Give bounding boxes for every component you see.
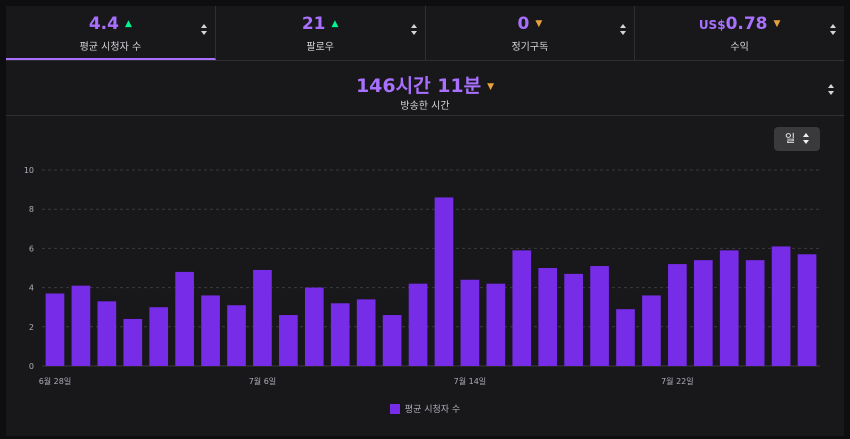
stat-value: 146시간 11분 ▼ <box>355 75 495 97</box>
x-tick-label: 7월 6일 <box>249 376 276 386</box>
chart-bar <box>616 309 635 366</box>
caret-down-icon: ▼ <box>487 82 495 92</box>
chart-bar <box>693 260 713 366</box>
stat-subscriptions[interactable]: 0 ▼ 정기구독 <box>426 6 636 60</box>
chart-bar <box>71 285 91 366</box>
chart-bar <box>97 301 117 366</box>
chart-bar <box>797 254 817 366</box>
y-tick-label: 6 <box>29 244 34 253</box>
chart-bar <box>590 266 609 366</box>
caret-down-icon: ▼ <box>773 19 781 29</box>
chart-bar <box>149 307 169 366</box>
caret-down-icon: ▼ <box>535 19 543 29</box>
chart-bar <box>719 250 739 366</box>
chart-legend: 평균 시청자 수 <box>0 402 850 415</box>
stat-value: US$0.78 ▼ <box>698 14 781 34</box>
chart-bar <box>564 273 583 366</box>
stat-label: 정기구독 <box>511 42 549 53</box>
chart-bar <box>486 283 506 366</box>
time-unit-select[interactable]: 일 <box>774 127 820 151</box>
y-tick-label: 10 <box>24 166 34 175</box>
caret-up-icon: ▲ <box>124 19 132 29</box>
chart-bar <box>123 318 143 366</box>
chart-bar <box>745 260 765 366</box>
stat-avg-viewers[interactable]: 4.4 ▲ 평균 시청자 수 <box>6 6 216 60</box>
chart-bar <box>45 293 65 366</box>
stat-revenue[interactable]: US$0.78 ▼ 수익 <box>635 6 844 60</box>
legend-swatch <box>389 404 400 414</box>
chart-bar <box>382 315 402 366</box>
y-tick-label: 0 <box>29 362 34 371</box>
chart-bar <box>668 264 687 366</box>
stats-row: 4.4 ▲ 평균 시청자 수 21 ▲ 팔로우 0 ▼ 정기구독 US$0.78 ▼ 수… <box>6 6 844 60</box>
x-tick-label: 6월 28일 <box>39 376 72 386</box>
sort-icon[interactable] <box>830 23 838 37</box>
chart-bar <box>201 295 220 366</box>
stat-follows[interactable]: 21 ▲ 팔로우 <box>216 6 426 60</box>
hours-streamed-stat[interactable]: 146시간 11분 ▼ 방송한 시간 <box>6 60 844 116</box>
chart-bar <box>304 287 324 366</box>
stat-value: 21 ▲ <box>301 14 339 34</box>
chart-bar <box>771 246 791 366</box>
sort-icon[interactable] <box>410 23 419 37</box>
stat-label: 팔로우 <box>306 42 334 53</box>
x-tick-label: 7월 22일 <box>661 376 694 386</box>
sort-icon[interactable] <box>828 83 836 97</box>
time-unit-label: 일 <box>785 132 796 145</box>
y-tick-label: 4 <box>29 284 34 293</box>
chart-bar <box>538 268 558 366</box>
chart-bar <box>408 283 428 366</box>
legend-label: 평균 시청자 수 <box>404 405 461 415</box>
chart-bar <box>512 250 532 366</box>
chart-bar <box>175 271 194 366</box>
sort-icon[interactable] <box>620 23 628 37</box>
caret-up-icon: ▲ <box>331 19 339 29</box>
chart-bar <box>227 305 246 366</box>
stat-value: 0 ▼ <box>517 14 543 34</box>
stat-label: 수익 <box>730 42 749 53</box>
stat-value: 4.4 ▲ <box>88 14 132 34</box>
sort-icon[interactable] <box>200 23 209 37</box>
chart-bar <box>330 303 350 366</box>
chart-bar <box>253 269 272 366</box>
chart-bar <box>279 315 298 366</box>
sort-icon <box>803 132 811 146</box>
stat-label: 평균 시청자 수 <box>79 42 142 53</box>
chart-bar <box>642 295 661 366</box>
chart-bar <box>460 279 480 366</box>
y-tick-label: 8 <box>29 205 34 214</box>
stat-label: 방송한 시간 <box>400 101 450 112</box>
chart-bar <box>434 197 454 366</box>
chart-bar <box>356 299 376 366</box>
x-tick-label: 7월 14일 <box>454 376 487 386</box>
y-tick-label: 2 <box>29 323 34 332</box>
